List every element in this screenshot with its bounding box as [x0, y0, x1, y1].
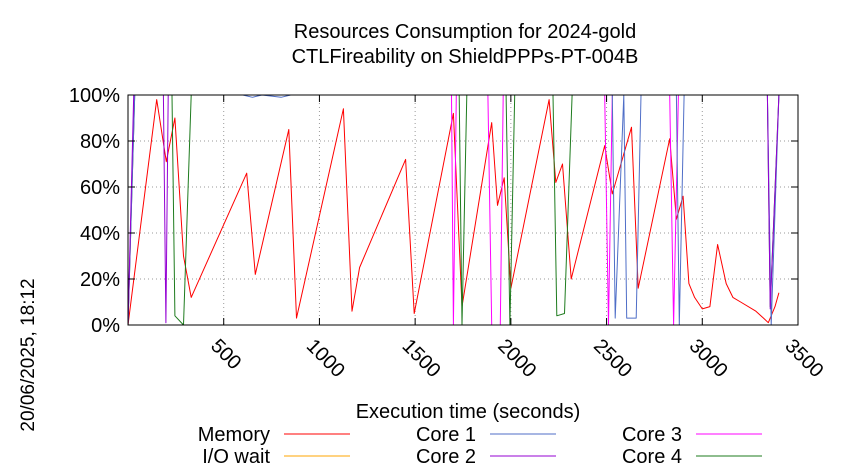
x-tick-label: 2500 [589, 335, 636, 382]
series-lines [127, 94, 780, 326]
legend-label: Core 2 [416, 446, 476, 468]
x-tick-label: 1000 [302, 335, 349, 382]
y-tick-label: 100% [69, 85, 120, 107]
chart-subtitle: CTLFireability on ShieldPPPs-PT-004B [292, 46, 639, 68]
series-line-memory [127, 99, 780, 326]
legend-label: Core 3 [622, 424, 682, 446]
x-tick-label: 500 [206, 335, 245, 374]
y-tick-label: 40% [80, 223, 120, 245]
plot-frame [127, 94, 799, 326]
chart-title: Resources Consumption for 2024-gold [294, 21, 636, 43]
timestamp-label: 20/06/2025, 18:12 [18, 278, 39, 431]
x-axis-label: Execution time (seconds) [356, 401, 581, 423]
legend-label: Core 1 [416, 424, 476, 446]
x-tick-label: 3500 [780, 335, 827, 382]
x-tick-label: 3000 [685, 335, 732, 382]
legend-label: Core 4 [622, 446, 682, 468]
y-tick-label: 0% [91, 315, 120, 337]
legend-label: I/O wait [202, 446, 270, 468]
series-line-core-3 [127, 94, 779, 326]
y-tick-label: 80% [80, 131, 120, 153]
y-tick-label: 60% [80, 177, 120, 199]
x-tick-label: 1500 [398, 335, 445, 382]
y-tick-label: 20% [80, 269, 120, 291]
y-axis-ticks: 0% 20% 40% 60% 80% 100% [69, 85, 798, 337]
x-axis-ticks: 500 1000 1500 2000 2500 3000 3500 [206, 95, 827, 382]
legend-label: Memory [198, 424, 270, 446]
x-tick-label: 2000 [493, 335, 540, 382]
